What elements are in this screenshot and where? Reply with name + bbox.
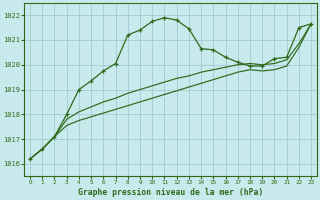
X-axis label: Graphe pression niveau de la mer (hPa): Graphe pression niveau de la mer (hPa) xyxy=(78,188,263,197)
